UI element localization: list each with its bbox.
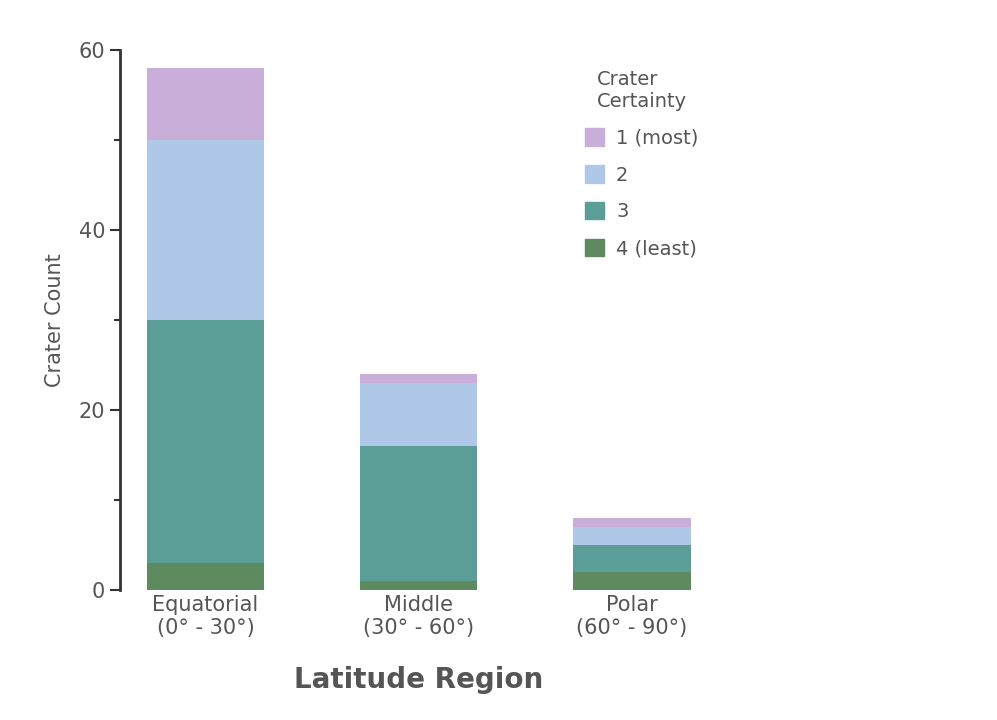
Legend: 1 (most), 2, 3, 4 (least): 1 (most), 2, 3, 4 (least) [575, 60, 708, 268]
Bar [573, 527, 691, 546]
Bar [147, 563, 264, 590]
Bar [360, 383, 478, 446]
Bar [573, 546, 691, 572]
Bar [360, 582, 478, 590]
Bar [573, 572, 691, 590]
Bar [360, 374, 478, 383]
Y-axis label: Crater Count: Crater Count [45, 253, 65, 387]
Bar [360, 446, 478, 582]
Bar [147, 68, 264, 140]
X-axis label: Latitude Region: Latitude Region [294, 666, 543, 694]
Bar [147, 140, 264, 320]
Bar [147, 320, 264, 563]
Bar [573, 518, 691, 527]
